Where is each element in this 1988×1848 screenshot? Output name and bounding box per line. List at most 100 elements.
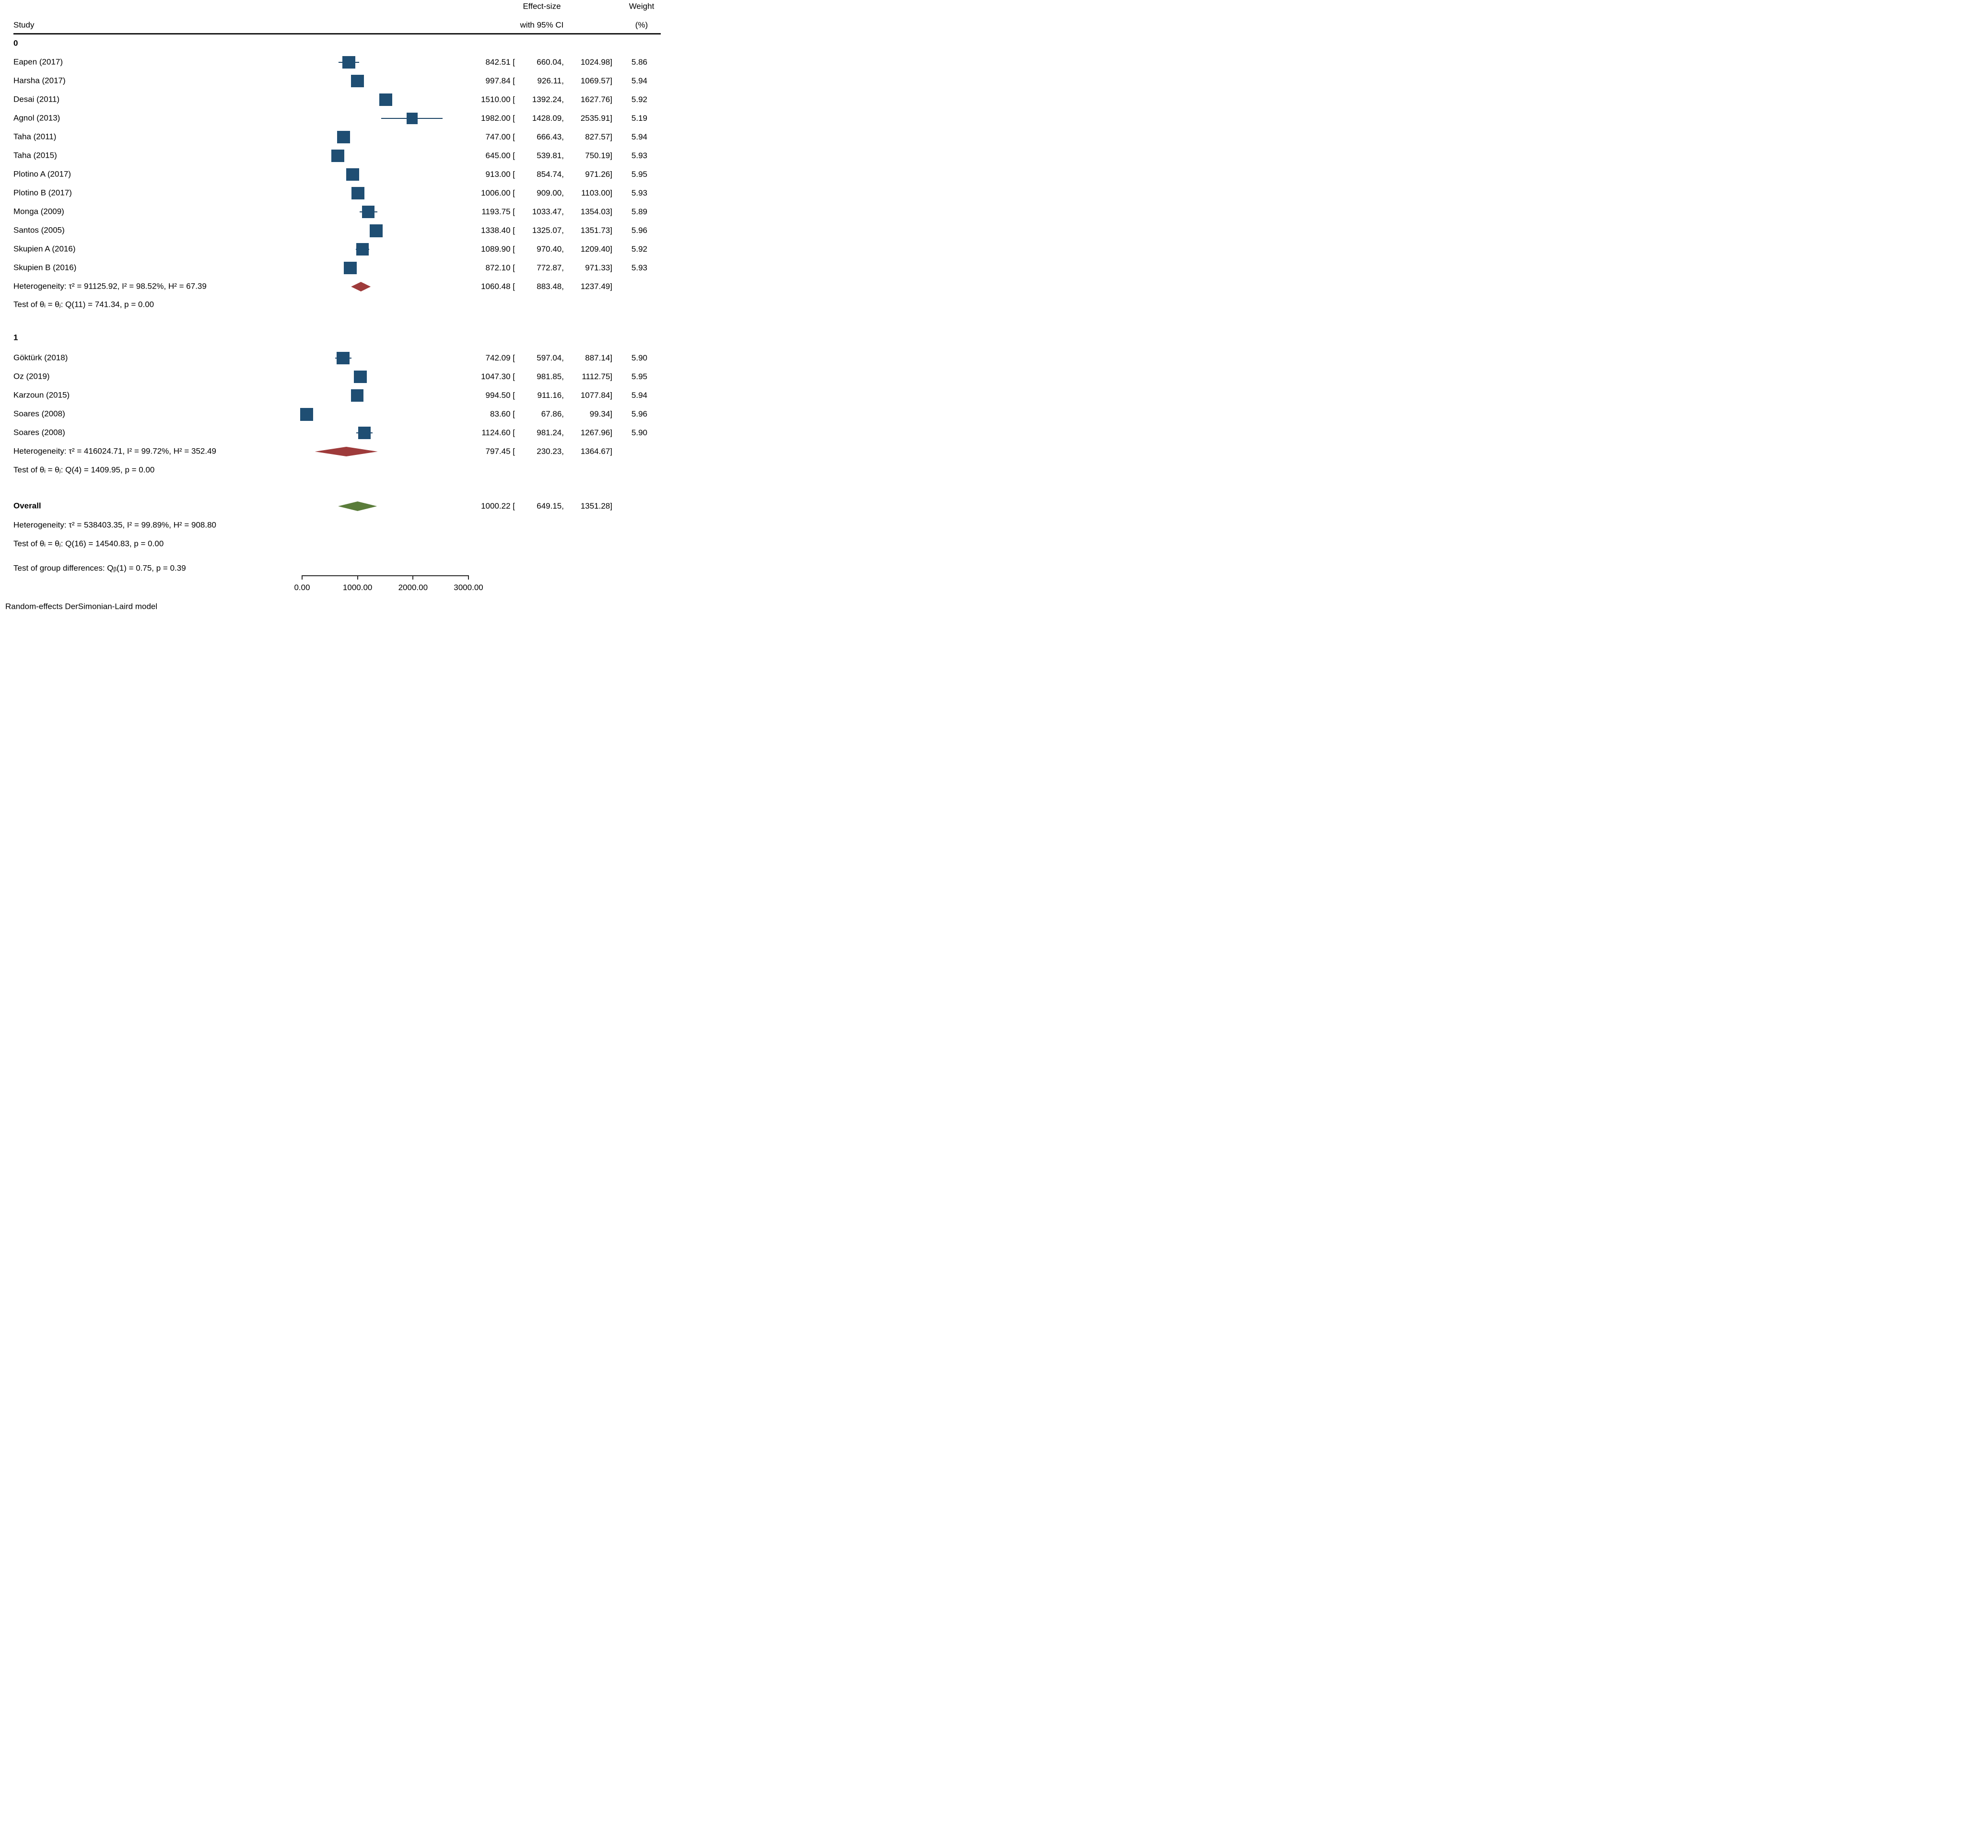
column-header-weight: Weight bbox=[629, 1, 655, 11]
study-label: Göktürk (2018) bbox=[13, 353, 68, 362]
ci-upper: 971.33] bbox=[585, 263, 612, 272]
group-pooled-diamond bbox=[315, 447, 378, 456]
x-axis-tick-label: 3000.00 bbox=[454, 583, 483, 592]
ci-lower: 926.11, bbox=[537, 76, 564, 85]
x-axis-tick bbox=[412, 575, 414, 580]
ci-upper: 1351.73] bbox=[580, 226, 612, 235]
x-axis-tick-label: 2000.00 bbox=[398, 583, 428, 592]
weight-value: 5.96 bbox=[631, 226, 647, 235]
effect-estimate: 1124.60 [ bbox=[481, 428, 515, 437]
study-label: Santos (2005) bbox=[13, 225, 65, 235]
ci-upper: 1112.75] bbox=[582, 372, 612, 381]
group-label: 1 bbox=[13, 333, 18, 342]
study-square-marker bbox=[362, 205, 375, 219]
test-of-theta-text: Test of θᵢ = θⱼ: Q(11) = 741.34, p = 0.0… bbox=[13, 300, 154, 309]
study-label: Skupien B (2016) bbox=[13, 263, 77, 272]
ci-upper: 971.26] bbox=[585, 170, 612, 179]
effect-estimate: 1089.90 [ bbox=[481, 244, 515, 254]
effect-estimate: 1060.48 [ bbox=[481, 282, 515, 291]
ci-lower: 883.48, bbox=[537, 282, 564, 291]
weight-value: 5.93 bbox=[631, 188, 647, 198]
ci-lower: 666.43, bbox=[537, 132, 564, 141]
study-label: Plotino B (2017) bbox=[13, 188, 72, 198]
effect-estimate: 1510.00 [ bbox=[481, 95, 515, 104]
ci-lower: 1428.09, bbox=[532, 114, 564, 123]
weight-value: 5.19 bbox=[631, 114, 647, 123]
effect-estimate: 1047.30 [ bbox=[481, 372, 515, 381]
ci-upper: 827.57] bbox=[585, 132, 612, 141]
ci-upper: 1351.28] bbox=[580, 501, 612, 511]
study-square-marker bbox=[346, 168, 360, 181]
ci-lower: 1033.47, bbox=[532, 207, 564, 216]
study-square-marker bbox=[337, 130, 350, 144]
ci-lower: 660.04, bbox=[537, 58, 564, 67]
study-label: Monga (2009) bbox=[13, 207, 64, 216]
weight-value: 5.86 bbox=[631, 58, 647, 67]
column-header-weight-unit: (%) bbox=[635, 20, 648, 30]
effect-estimate: 1000.22 [ bbox=[481, 501, 515, 511]
x-axis-tick bbox=[468, 575, 469, 580]
test-of-theta-text: Test of θᵢ = θⱼ: Q(4) = 1409.95, p = 0.0… bbox=[13, 465, 155, 475]
study-square-marker bbox=[406, 113, 418, 124]
weight-value: 5.94 bbox=[631, 76, 647, 85]
effect-estimate: 1982.00 [ bbox=[481, 114, 515, 123]
ci-upper: 1354.03] bbox=[580, 207, 612, 216]
weight-value: 5.92 bbox=[631, 95, 647, 104]
study-label: Eapen (2017) bbox=[13, 57, 63, 67]
heterogeneity-text: Heterogeneity: τ² = 538403.35, I² = 99.8… bbox=[13, 520, 217, 530]
effect-estimate: 842.51 [ bbox=[485, 58, 515, 67]
ci-lower: 649.15, bbox=[537, 501, 564, 511]
study-label: Taha (2015) bbox=[13, 151, 57, 160]
ci-upper: 1024.98] bbox=[580, 58, 612, 67]
weight-value: 5.92 bbox=[631, 244, 647, 254]
study-label: Soares (2008) bbox=[13, 409, 65, 418]
ci-upper: 1103.00] bbox=[581, 188, 612, 198]
ci-upper: 1627.76] bbox=[580, 95, 612, 104]
group-pooled-diamond bbox=[351, 282, 371, 291]
study-label: Karzoun (2015) bbox=[13, 390, 70, 400]
effect-estimate: 747.00 [ bbox=[485, 132, 515, 141]
x-axis-tick bbox=[302, 575, 303, 580]
study-square-marker bbox=[300, 407, 314, 421]
study-square-marker bbox=[337, 351, 350, 365]
overall-pooled-diamond bbox=[338, 501, 377, 511]
column-header-effect-size: Effect-size bbox=[523, 1, 561, 11]
weight-value: 5.95 bbox=[631, 170, 647, 179]
x-axis-line bbox=[302, 575, 468, 576]
weight-value: 5.94 bbox=[631, 391, 647, 400]
ci-upper: 99.34] bbox=[589, 409, 612, 418]
ci-upper: 1069.57] bbox=[580, 76, 612, 85]
ci-upper: 1237.49] bbox=[580, 282, 612, 291]
ci-upper: 887.14] bbox=[585, 353, 612, 362]
ci-lower: 539.81, bbox=[537, 151, 564, 160]
effect-estimate: 797.45 [ bbox=[485, 447, 515, 456]
x-axis-tick-label: 1000.00 bbox=[342, 583, 373, 592]
effect-estimate: 1006.00 [ bbox=[481, 188, 515, 198]
ci-lower: 772.87, bbox=[537, 263, 564, 272]
study-label: Taha (2011) bbox=[13, 132, 57, 141]
study-square-marker bbox=[342, 56, 355, 69]
effect-estimate: 997.84 [ bbox=[485, 76, 515, 85]
ci-upper: 1209.40] bbox=[580, 244, 612, 254]
weight-value: 5.90 bbox=[631, 353, 647, 362]
weight-value: 5.95 bbox=[631, 372, 647, 381]
ci-lower: 67.86, bbox=[541, 409, 564, 418]
study-square-marker bbox=[370, 224, 383, 237]
study-label: Oz (2019) bbox=[13, 372, 50, 381]
study-square-marker bbox=[379, 93, 393, 106]
model-footnote: Random-effects DerSimonian-Laird model bbox=[5, 602, 158, 611]
ci-lower: 981.85, bbox=[537, 372, 564, 381]
study-square-marker bbox=[351, 389, 364, 402]
weight-value: 5.89 bbox=[631, 207, 647, 216]
ci-upper: 1364.67] bbox=[580, 447, 612, 456]
effect-estimate: 872.10 [ bbox=[485, 263, 515, 272]
ci-upper: 2535.91] bbox=[580, 114, 612, 123]
x-axis-tick bbox=[357, 575, 358, 580]
study-square-marker bbox=[331, 149, 345, 163]
study-label: Plotino A (2017) bbox=[13, 169, 71, 179]
overall-label: Overall bbox=[13, 501, 41, 511]
effect-estimate: 742.09 [ bbox=[485, 353, 515, 362]
study-square-marker bbox=[351, 74, 364, 88]
study-label: Soares (2008) bbox=[13, 428, 65, 437]
study-square-marker bbox=[358, 426, 371, 440]
